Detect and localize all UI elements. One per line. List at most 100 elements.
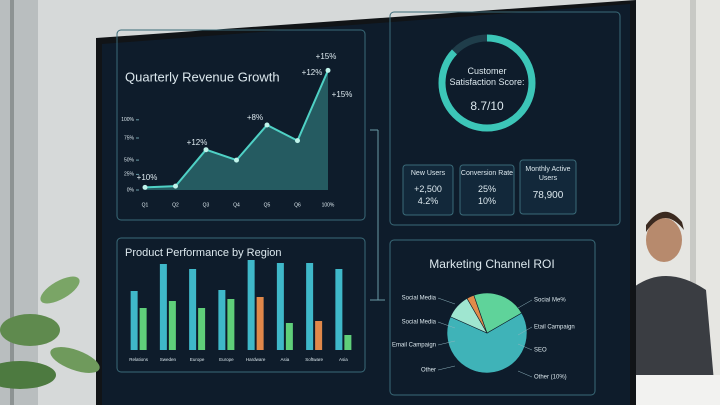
- annotation: +10%: [137, 173, 158, 182]
- annotation: +12%: [302, 68, 323, 77]
- bar: [335, 269, 343, 350]
- plant: [0, 314, 60, 346]
- bar: [285, 323, 293, 350]
- bar: [139, 308, 147, 350]
- x-tick-label: Hardware: [246, 357, 266, 362]
- point: [264, 122, 270, 128]
- x-tick-label: Q6: [294, 202, 301, 208]
- panel-title: Product Performance by Region: [125, 247, 282, 259]
- kpi-value: 78,900: [532, 190, 564, 201]
- x-tick-label: Europe: [190, 357, 205, 362]
- x-tick-label: Q4: [233, 202, 240, 208]
- desk: [635, 375, 720, 405]
- person-body: [630, 276, 716, 405]
- pie-label: Other (10%): [534, 375, 567, 381]
- pie-label: Social Media: [402, 296, 437, 302]
- pie-label: Social Media: [402, 320, 437, 326]
- kpi-card: [402, 164, 454, 216]
- bar: [256, 297, 264, 350]
- point: [142, 184, 148, 190]
- window-frame: [690, 0, 696, 300]
- x-tick-label: Q2: [172, 202, 179, 208]
- x-tick-label: Sweden: [160, 357, 177, 362]
- kpi-card: [519, 159, 577, 215]
- pie-slice: [473, 292, 523, 334]
- x-tick-label: Q3: [203, 202, 210, 208]
- plant: [0, 361, 56, 389]
- y-tick-label: 25%: [124, 172, 135, 178]
- gauge-value: 8.7/10: [470, 99, 504, 113]
- area: [145, 70, 328, 190]
- leader-line: [517, 343, 533, 351]
- plant: [50, 347, 100, 373]
- panel: [116, 237, 366, 373]
- kpi-value: 25%: [477, 184, 496, 194]
- x-tick-label: Q5: [264, 202, 271, 208]
- bar: [168, 301, 176, 350]
- person-head: [646, 218, 682, 262]
- x-tick-label: Asia: [280, 357, 289, 362]
- point: [173, 183, 178, 189]
- pie-slice: [446, 312, 528, 374]
- annotation: +15%: [332, 90, 353, 99]
- annotation: +12%: [187, 138, 208, 147]
- y-tick-label: 0%: [127, 187, 135, 193]
- leader-line: [437, 297, 456, 305]
- x-tick-label: Europe: [219, 357, 234, 362]
- pie-label: Email Campaign: [392, 343, 436, 349]
- panel: [116, 29, 366, 221]
- point: [234, 157, 239, 163]
- pie-label: Social Me%: [534, 298, 566, 304]
- panel-title: Marketing Channel ROI: [429, 257, 554, 271]
- x-tick-label: Relations: [129, 357, 149, 362]
- bar: [306, 263, 314, 350]
- bar: [130, 291, 138, 350]
- point: [203, 147, 209, 153]
- leader-line: [437, 365, 456, 371]
- leader-line: [437, 321, 456, 329]
- x-tick-label: Q1: [142, 202, 149, 208]
- x-tick-label: Asia: [339, 357, 348, 362]
- leader-line: [517, 370, 533, 378]
- point: [295, 138, 300, 144]
- kpi-value: +2,500: [414, 184, 442, 194]
- point: [325, 67, 331, 73]
- y-tick-label: 50%: [124, 157, 135, 163]
- gauge-label: Customer Satisfaction Score:: [449, 66, 525, 88]
- y-tick-label: 100%: [121, 117, 134, 123]
- plant: [40, 276, 80, 304]
- window-frame: [10, 0, 14, 405]
- pie-label: Etail Campaign: [534, 325, 575, 331]
- bar: [198, 308, 206, 350]
- pie-label: Other: [421, 368, 436, 374]
- annotation: +8%: [247, 113, 263, 122]
- leader-line: [517, 299, 533, 309]
- bar: [189, 269, 197, 350]
- person-hair: [646, 211, 684, 232]
- y-tick-label: 75%: [124, 135, 135, 141]
- kpi-value: 10%: [477, 196, 496, 206]
- panel-title: Quarterly Revenue Growth: [125, 69, 280, 84]
- annotation: +15%: [316, 52, 337, 61]
- bar: [218, 290, 226, 350]
- bar: [315, 321, 323, 350]
- kpi-card: [459, 164, 515, 216]
- leader-line: [437, 340, 456, 346]
- bar: [344, 335, 352, 350]
- panel: [389, 11, 621, 226]
- panel: [389, 239, 596, 396]
- bar: [227, 299, 235, 350]
- x-tick-label: 100%: [322, 202, 335, 208]
- pie-label: SEO: [534, 348, 547, 354]
- leader-line: [517, 326, 533, 336]
- bar: [247, 260, 255, 350]
- x-tick-label: Software: [305, 357, 323, 362]
- gauge-arc: [438, 34, 536, 132]
- kpi-value: 4.2%: [417, 196, 439, 206]
- bar: [159, 264, 167, 350]
- kpi-label: New Users: [410, 170, 446, 177]
- kpi-label: Conversion Rate: [460, 170, 514, 177]
- bar: [276, 263, 284, 350]
